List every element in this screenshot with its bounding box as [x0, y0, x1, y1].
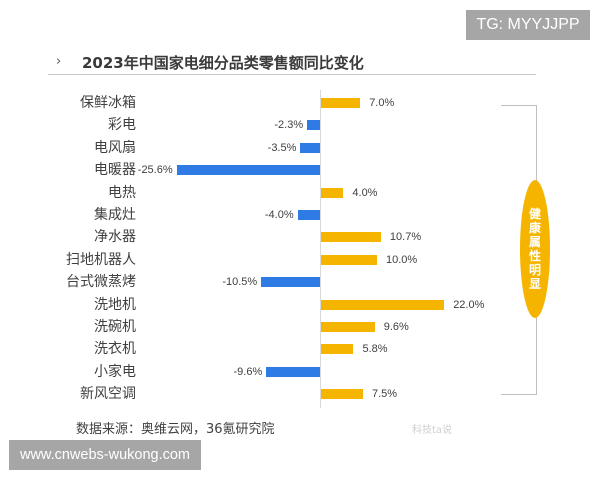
- chart-row: 洗衣机 5.8%: [0, 338, 600, 360]
- category-label: 洗碗机: [94, 319, 136, 335]
- category-label: 彩电: [108, 117, 136, 134]
- category-label: 洗衣机: [94, 341, 136, 358]
- value-label: 22.0%: [453, 298, 485, 311]
- value-label: -4.0%: [264, 209, 294, 221]
- chart-row: 洗碗机 9.6%: [0, 316, 600, 338]
- chart-title: 2023年中国家电细分品类零售额同比变化: [82, 54, 364, 72]
- chart-row: 扫地机器人 10.0%: [0, 249, 600, 271]
- data-source: 数据来源：奥维云网，36氪研究院: [76, 422, 275, 437]
- site-watermark: www.cnwebs-wukong.com: [9, 440, 201, 470]
- chart-row: 小家电 -9.6%: [0, 361, 600, 383]
- bar: [321, 232, 381, 243]
- value-label: 9.6%: [383, 321, 409, 333]
- value-label: -10.5%: [222, 276, 258, 289]
- value-label: 5.8%: [362, 343, 388, 356]
- chart-row: 保鲜冰箱 7.0%: [0, 92, 600, 114]
- zero-axis-line: [320, 90, 321, 408]
- value-label: 10.0%: [386, 253, 418, 266]
- value-label: 7.0%: [369, 97, 395, 109]
- chart-row: 电热 4.0%: [0, 182, 600, 204]
- chevron-right-icon: ›: [56, 54, 62, 69]
- annotation-char: 属: [528, 235, 541, 249]
- category-label: 扫地机器人: [66, 251, 136, 268]
- chart-row: 彩电 -2.3%: [0, 114, 600, 136]
- bar: [321, 389, 363, 400]
- chart-row: 台式微蒸烤 -10.5%: [0, 271, 600, 293]
- bar: [300, 142, 320, 153]
- category-label: 集成灶: [94, 207, 136, 223]
- annotation-char: 健: [528, 207, 541, 221]
- value-label: -25.6%: [137, 164, 173, 177]
- bar: [321, 322, 375, 332]
- weibo-watermark: 科技ta说: [412, 425, 453, 436]
- value-label: -2.3%: [274, 119, 304, 132]
- tg-watermark-badge: TG: MYYJJPP: [466, 10, 590, 40]
- category-label: 新风空调: [80, 386, 136, 403]
- annotation-char: 明: [528, 263, 541, 277]
- bar: [321, 344, 354, 355]
- annotation-char: 康: [528, 221, 541, 235]
- chart-row: 电风扇 -3.5%: [0, 137, 600, 159]
- category-label: 电热: [108, 184, 136, 201]
- value-label: 4.0%: [352, 186, 378, 199]
- bar: [321, 254, 377, 265]
- chart-row: 洗地机 22.0%: [0, 294, 600, 316]
- category-label: 电风扇: [94, 139, 136, 156]
- annotation-pill: 健康属性明显: [520, 180, 550, 318]
- bar: [261, 277, 320, 288]
- chart-row: 新风空调 7.5%: [0, 383, 600, 405]
- bar: [297, 210, 320, 220]
- category-label: 台式微蒸烤: [66, 274, 136, 291]
- value-label: 7.5%: [372, 388, 398, 401]
- category-label: 保鲜冰箱: [80, 95, 136, 111]
- category-label: 电暖器: [94, 162, 136, 179]
- chart-row: 净水器 10.7%: [0, 226, 600, 248]
- chart-row: 电暖器 -25.6%: [0, 159, 600, 181]
- bar: [321, 187, 344, 198]
- annotation-char: 性: [528, 249, 541, 263]
- bar: [321, 98, 361, 108]
- bar: [321, 299, 445, 310]
- bar: [266, 366, 320, 377]
- category-label: 小家电: [94, 363, 136, 380]
- chart-row: 集成灶 -4.0%: [0, 204, 600, 226]
- chart-title-bar: › 2023年中国家电细分品类零售额同比变化: [48, 52, 536, 75]
- category-label: 净水器: [94, 229, 136, 246]
- value-label: -9.6%: [233, 365, 263, 378]
- value-label: 10.7%: [389, 231, 422, 244]
- category-label: 洗地机: [94, 296, 136, 313]
- annotation-char: 显: [528, 277, 541, 291]
- bar: [176, 165, 320, 176]
- value-label: -3.5%: [267, 141, 297, 154]
- bar: [307, 120, 320, 131]
